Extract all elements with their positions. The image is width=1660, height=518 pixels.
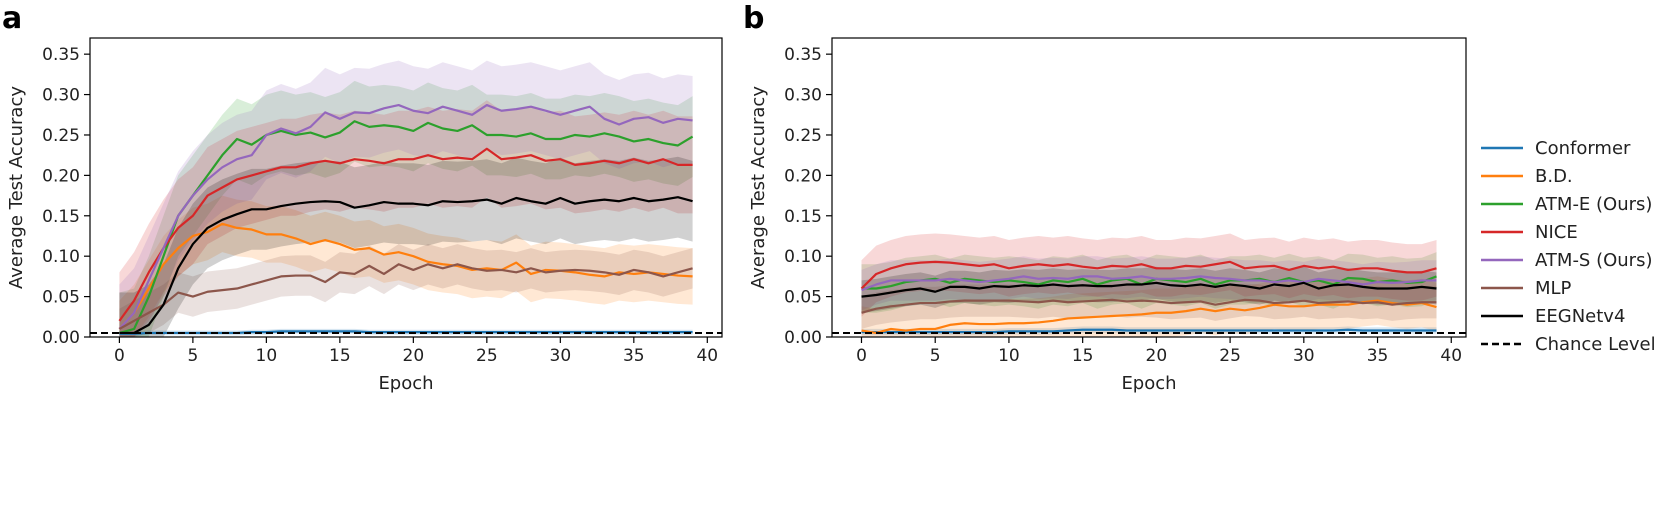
x-tick-label: 5 — [930, 346, 941, 366]
series-line-mlp — [861, 298, 1437, 314]
y-tick-label: 0.05 — [42, 288, 80, 308]
legend: Conformer B.D. ATM-E (Ours) NICE ATM-S (Ours… — [1481, 138, 1656, 355]
legend-item-mlp: MLP — [1481, 278, 1572, 299]
axes-frame — [89, 37, 723, 338]
x-axis-label: Epoch — [378, 373, 433, 394]
y-tick-label: 0.20 — [42, 166, 80, 186]
plot-area — [832, 233, 1466, 337]
legend-item-atm-s-ours: ATM-S (Ours) — [1481, 250, 1652, 271]
band-mlp — [861, 283, 1437, 329]
legend-label: ATM-E (Ours) — [1535, 194, 1652, 215]
series-line-eegnetv4 — [861, 281, 1437, 298]
band-mlp — [119, 244, 693, 337]
y-tick-label: 0.10 — [42, 247, 80, 267]
x-tick-label: 10 — [998, 346, 1020, 366]
series-line-nice — [860, 260, 1437, 290]
legend-label: Conformer — [1535, 138, 1631, 159]
legend-item-nice: NICE — [1481, 222, 1578, 243]
panel-letter: a — [2, 1, 22, 36]
x-tick-label: 10 — [256, 346, 278, 366]
y-tick-label: 0.00 — [42, 328, 80, 348]
legend-item-eegnetv4: EEGNetv4 — [1481, 306, 1625, 327]
x-tick-label: 35 — [623, 346, 645, 366]
plot-area — [90, 60, 722, 337]
panel-b: b 0 5 10 15 20 25 30 35 40 0.00 0.05 0.10 0.15 0.20 0.2… — [743, 1, 1467, 394]
x-tick-label: 25 — [1219, 346, 1241, 366]
y-tick-label: 0.10 — [784, 247, 822, 267]
legend-item-atm-e-ours: ATM-E (Ours) — [1481, 194, 1652, 215]
legend-label: Chance Level — [1535, 334, 1656, 355]
y-tick-label: 0.30 — [784, 86, 822, 106]
band-nice — [861, 233, 1437, 317]
legend-item-b-d: B.D. — [1481, 166, 1573, 187]
legend-label: MLP — [1535, 278, 1572, 299]
legend-label: ATM-S (Ours) — [1535, 250, 1652, 271]
x-tick-label: 25 — [476, 346, 498, 366]
y-tick-label: 0.20 — [784, 166, 822, 186]
legend-label: B.D. — [1535, 166, 1573, 187]
x-axis-label: Epoch — [1121, 373, 1176, 394]
x-tick-label: 15 — [1072, 346, 1094, 366]
panel-a: a 0 5 10 15 20 25 30 35 40 0.00 0.05 0.10 0.15 0.20 0.2… — [2, 1, 723, 394]
x-tick-label: 40 — [696, 346, 718, 366]
panel-letter: b — [743, 1, 764, 36]
y-tick-label: 0.30 — [42, 86, 80, 106]
x-tick-label: 40 — [1440, 346, 1462, 366]
y-axis-label: Average Test Accuracy — [748, 86, 769, 289]
x-tick-label: 0 — [856, 346, 867, 366]
x-tick-label: 20 — [1146, 346, 1168, 366]
series-line-b-d- — [861, 299, 1437, 335]
band-atm-s-ours- — [119, 60, 693, 337]
y-tick-label: 0.25 — [42, 126, 80, 146]
legend-label: EEGNetv4 — [1535, 306, 1625, 327]
axes-frame — [831, 37, 1467, 338]
series-line-mlp — [118, 263, 693, 330]
y-axis-label: Average Test Accuracy — [6, 86, 27, 289]
series-line-eegnetv4 — [119, 196, 693, 335]
x-tick-label: 5 — [187, 346, 198, 366]
series-line-atm-e-ours- — [119, 120, 694, 335]
y-tick-label: 0.05 — [784, 288, 822, 308]
y-tick-label: 0.35 — [784, 45, 822, 65]
legend-item-conformer: Conformer — [1481, 138, 1631, 159]
x-tick-label: 15 — [329, 346, 351, 366]
x-tick-label: 30 — [550, 346, 572, 366]
y-tick-label: 0.25 — [784, 126, 822, 146]
series-line-b-d- — [118, 222, 693, 330]
band-atm-e-ours- — [119, 80, 693, 337]
x-tick-label: 35 — [1367, 346, 1389, 366]
band-b-d- — [861, 276, 1437, 337]
legend-label: NICE — [1535, 222, 1578, 243]
y-tick-label: 0.35 — [42, 45, 80, 65]
series-line-nice — [118, 147, 693, 322]
x-tick-label: 0 — [114, 346, 125, 366]
series-line-atm-s-ours- — [118, 103, 693, 330]
y-tick-label: 0.15 — [42, 207, 80, 227]
series-line-atm-s-ours- — [861, 275, 1437, 292]
y-tick-label: 0.15 — [784, 207, 822, 227]
x-tick-label: 20 — [403, 346, 425, 366]
y-tick-label: 0.00 — [784, 328, 822, 348]
x-tick-label: 30 — [1293, 346, 1315, 366]
legend-item-chance-level: Chance Level — [1481, 334, 1656, 355]
